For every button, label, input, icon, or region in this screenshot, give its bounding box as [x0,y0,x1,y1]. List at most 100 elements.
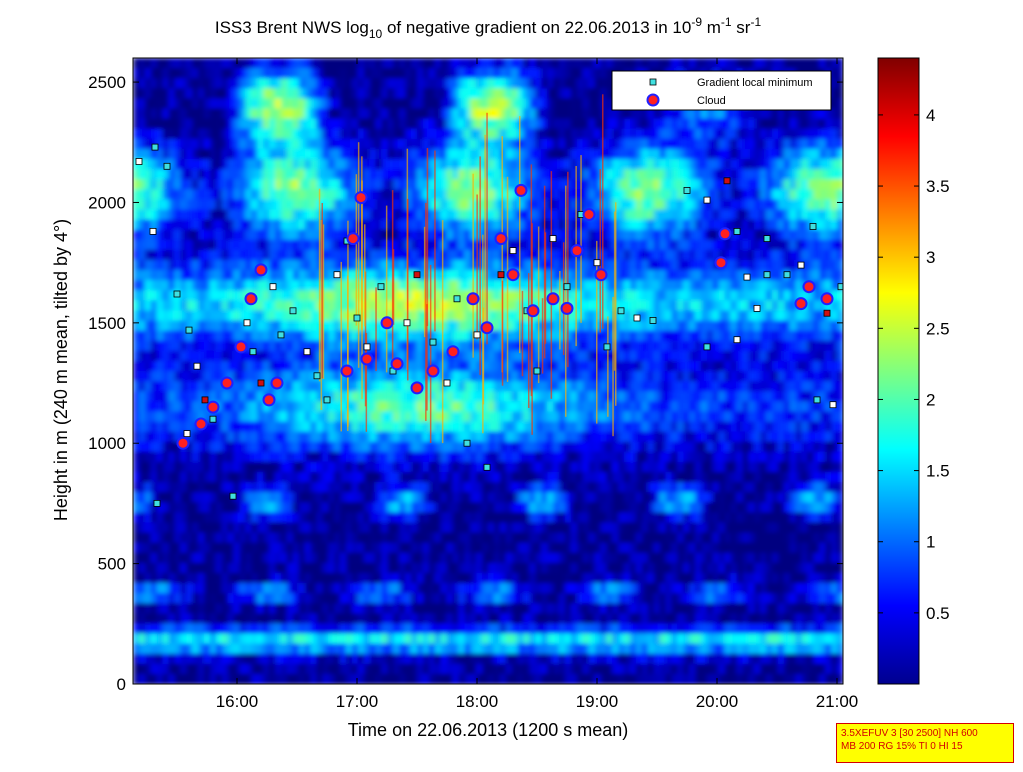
heatmap-cell [215,310,223,322]
heatmap-cell [600,391,608,403]
heatmap-cell [399,300,406,312]
heatmap-cell [174,118,182,130]
heatmap-cell [547,562,554,574]
heatmap-cell [541,431,548,443]
heatmap-cell [369,88,377,100]
heatmap-cell [523,249,531,261]
heatmap-cell [275,653,282,665]
heatmap-cell [399,68,406,79]
heatmap-cell [357,340,365,352]
heatmap-cell [286,169,294,180]
heatmap-cell [523,471,531,483]
heatmap-cell [280,179,288,191]
heatmap-cell [198,471,205,483]
heatmap-cell [286,249,294,261]
heatmap-cell [138,138,146,150]
heatmap-cell [186,219,193,231]
heatmap-cell [452,189,460,201]
heatmap-cell [600,421,608,433]
heatmap-cell [559,603,566,615]
heatmap-cell [600,158,608,170]
heatmap-cell [452,239,460,251]
heatmap-cell [369,522,377,534]
heatmap-cell [150,663,158,675]
heatmap-cell [446,572,454,584]
heatmap-cell [144,249,152,261]
heatmap-cell [328,350,335,362]
heatmap-cell [133,411,140,423]
heatmap-cell [215,88,223,100]
heatmap-cell [280,643,288,655]
heatmap-cell [363,421,371,433]
heatmap-cell [511,593,519,605]
heatmap-cell [458,270,466,281]
heatmap-cell [138,421,146,433]
heatmap-cell [227,310,235,322]
heatmap-cell [541,148,548,160]
heatmap-cell [215,461,223,473]
heatmap-cell [227,633,235,645]
heatmap-cell [192,522,199,534]
heatmap-cell [245,613,253,625]
heatmap-cell [417,673,424,684]
heatmap-cell [215,169,223,180]
heatmap-cell [227,280,235,292]
heatmap-cell [209,492,217,504]
heatmap-cell [482,613,489,625]
heatmap-cell [150,108,158,120]
heatmap-cell [340,108,347,120]
heatmap-cell [375,552,383,564]
heatmap-cell [493,593,501,605]
heatmap-cell [257,58,264,69]
heatmap-cell [452,118,460,130]
heatmap-cell [138,290,146,302]
heatmap-cell [227,148,235,160]
heatmap-cell [493,461,501,473]
heatmap-cell [340,613,347,625]
heatmap-cell [606,360,614,372]
heatmap-cell [541,108,548,120]
heatmap-cell [470,603,477,615]
heatmap-cell [275,350,282,362]
heatmap-cell [346,583,353,594]
heatmap-cell [564,461,572,473]
heatmap-cell [570,270,578,281]
heatmap-cell [346,158,353,170]
heatmap-cell [405,239,412,251]
heatmap-cell [529,583,537,594]
heatmap-cell [292,371,300,382]
heatmap-cell [138,643,146,655]
heatmap-cell [209,310,217,322]
heatmap-cell [269,411,276,423]
heatmap-cell [588,330,596,342]
heatmap-cell [517,350,525,362]
heatmap-cell [257,138,264,150]
heatmap-cell [375,270,383,281]
heatmap-cell [594,653,602,665]
heatmap-cell [564,391,572,403]
heatmap-cell [162,330,170,342]
heatmap-cell [263,199,270,211]
heatmap-cell [375,663,383,675]
heatmap-cell [535,603,543,615]
heatmap-cell [464,492,472,504]
heatmap-cell [133,603,140,615]
heatmap-cell [387,158,395,170]
heatmap-cell [493,562,501,574]
heatmap-cell [582,663,590,675]
heatmap-cell [422,441,430,453]
heatmap-cell [198,169,205,180]
heatmap-cell [547,471,554,483]
heatmap-cell [399,189,406,201]
heatmap-cell [387,78,395,90]
heatmap-cell [369,189,377,201]
heatmap-cell [351,542,359,554]
heatmap-cell [269,229,276,241]
heatmap-cell [162,593,170,605]
heatmap-cell [192,259,199,271]
heatmap-cell [239,58,247,69]
heatmap-cell [156,280,164,292]
heatmap-cell [553,583,560,594]
heatmap-cell [263,290,270,302]
heatmap-cell [221,593,229,605]
